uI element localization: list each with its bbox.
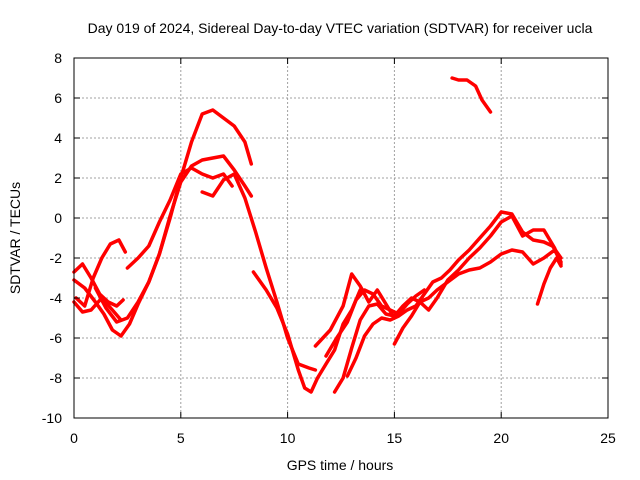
series-arc-13 — [392, 248, 563, 346]
series-arc-6 — [125, 166, 234, 270]
x-tick-label: 20 — [493, 430, 509, 446]
series-arc-12 — [345, 210, 563, 378]
y-tick-label: 6 — [54, 90, 62, 106]
y-tick-label: -8 — [50, 370, 63, 386]
grid-lines — [74, 58, 608, 418]
series-arc-9 — [313, 272, 397, 348]
y-tick-label: -4 — [50, 290, 63, 306]
series-arc-8 — [251, 270, 362, 394]
x-tick-label: 25 — [600, 430, 616, 446]
data-traces — [72, 76, 563, 394]
y-tick-label: -2 — [50, 250, 63, 266]
y-tick-label: 2 — [54, 170, 62, 186]
series-arc-2 — [72, 108, 254, 338]
y-tick-label: 4 — [54, 130, 62, 146]
x-tick-label: 0 — [70, 430, 78, 446]
y-axis-label: SDTVAR / TECUs — [7, 182, 23, 294]
y-tick-label: -6 — [50, 330, 63, 346]
series-arc-14 — [535, 256, 563, 306]
x-tick-label: 15 — [387, 430, 403, 446]
y-tick-label: 0 — [54, 210, 62, 226]
y-tick-label: -10 — [42, 410, 62, 426]
x-axis-label: GPS time / hours — [287, 457, 394, 473]
x-tick-label: 10 — [280, 430, 296, 446]
y-tick-label: 8 — [54, 50, 62, 66]
series-arc-3 — [74, 238, 128, 308]
series-arc-7 — [200, 172, 318, 372]
series-arc-5 — [93, 154, 254, 324]
series-arc-15 — [450, 76, 493, 114]
x-tick-label: 5 — [177, 430, 185, 446]
plot-frame — [73, 57, 609, 419]
chart-title: Day 019 of 2024, Sidereal Day-to-day VTE… — [88, 20, 593, 36]
series-arc-11 — [332, 214, 563, 394]
series-arc-4 — [72, 296, 123, 322]
axis-ticks: 0 5 10 15 20 25 -10 -8 -6 -4 -2 0 2 4 6 8 — [42, 50, 616, 446]
